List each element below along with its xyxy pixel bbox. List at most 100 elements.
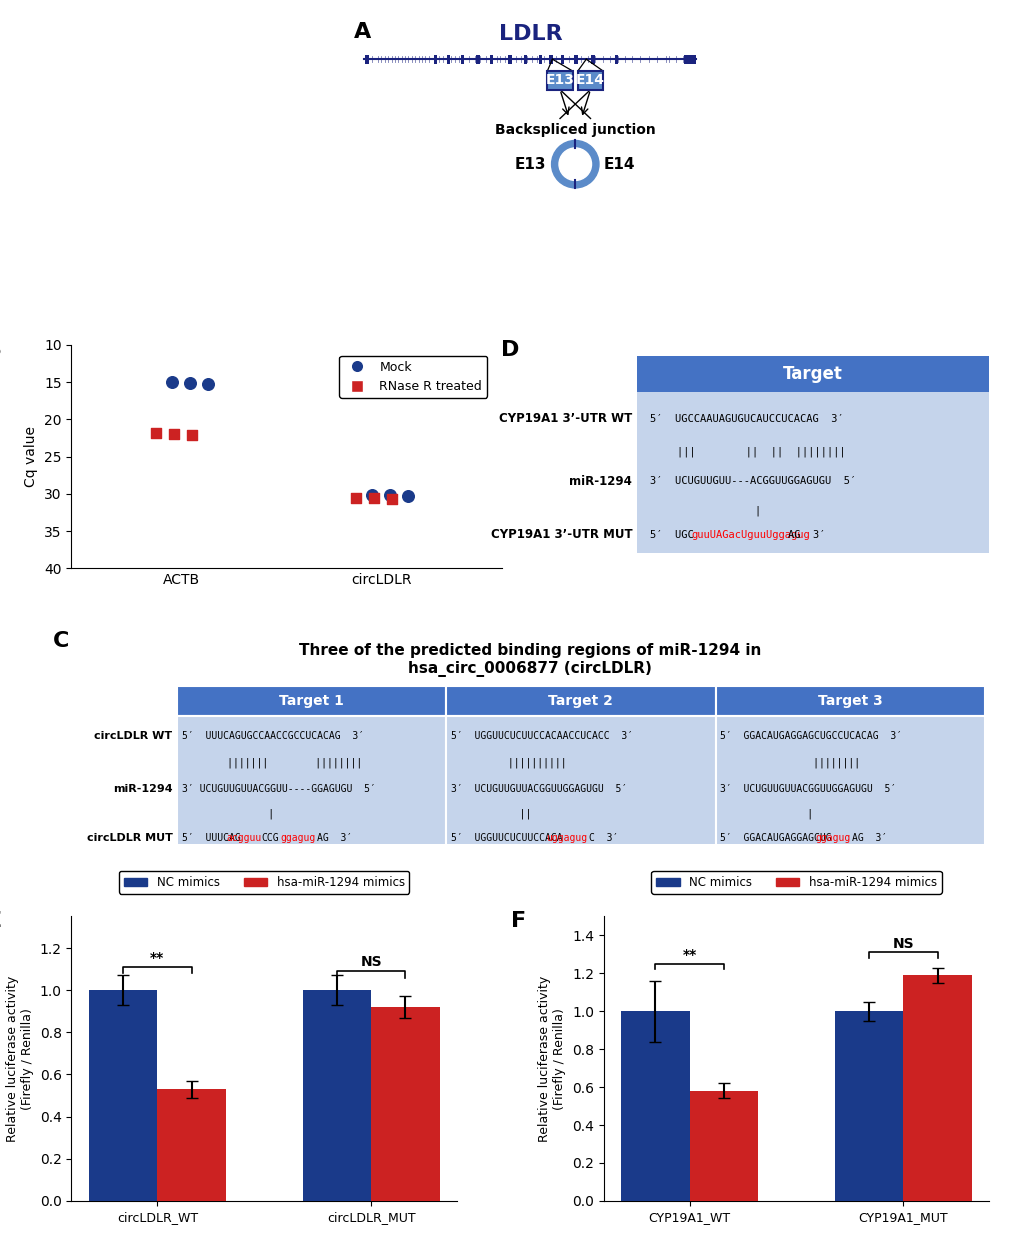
FancyBboxPatch shape	[577, 71, 602, 89]
Text: circLDLR MUT: circLDLR MUT	[87, 833, 172, 843]
Text: 5′  GGACAUGAGGAGCUGCCUCACAG  3′: 5′ GGACAUGAGGAGCUGCCUCACAG 3′	[719, 732, 902, 742]
Text: miR-1294: miR-1294	[113, 784, 172, 794]
Text: |||||||        ||||||||: ||||||| ||||||||	[186, 758, 362, 768]
Bar	[548, 54, 552, 63]
Text: C  3′: C 3′	[588, 833, 618, 843]
Text: NS: NS	[360, 954, 381, 969]
Point	[165, 425, 181, 444]
Bar	[89, 990, 157, 1201]
Text: |: |	[754, 505, 760, 515]
FancyBboxPatch shape	[715, 716, 984, 858]
Text: 5′  UGCCAAUAGUGUCAUCCUCACAG  3′: 5′ UGCCAAUAGUGUCAUCCUCACAG 3′	[650, 413, 844, 423]
Point	[183, 425, 200, 444]
Bar	[689, 1091, 757, 1201]
Point	[347, 488, 364, 508]
Text: Three of the predicted binding regions of miR-1294 in: Three of the predicted binding regions o…	[299, 643, 761, 657]
Bar	[303, 990, 371, 1201]
Bar	[835, 1011, 903, 1201]
Point	[364, 485, 380, 505]
Text: E13: E13	[515, 157, 546, 172]
Bar	[476, 54, 479, 63]
Text: D: D	[500, 340, 519, 360]
Text: CCG: CCG	[261, 833, 279, 843]
Text: **: **	[150, 951, 164, 964]
Text: 5′  UUUCAGUGCCAACCGCCUCACAG  3′: 5′ UUUCAGUGCCAACCGCCUCACAG 3′	[181, 732, 364, 742]
Text: F: F	[511, 911, 526, 931]
Text: Target 3: Target 3	[817, 693, 881, 708]
Text: LDLR: LDLR	[498, 24, 561, 43]
Text: A: A	[354, 22, 371, 42]
Point	[163, 373, 179, 392]
Text: |||        ||  ||  ||||||||: ||| || || ||||||||	[677, 447, 846, 458]
Bar	[157, 1089, 225, 1201]
FancyBboxPatch shape	[636, 392, 988, 553]
Bar	[365, 54, 368, 63]
Text: 5′  UUUCAG: 5′ UUUCAG	[181, 833, 240, 843]
Y-axis label: Cq value: Cq value	[24, 426, 39, 488]
Bar	[371, 1006, 439, 1201]
Point	[365, 489, 381, 509]
Circle shape	[551, 140, 598, 188]
Text: **: **	[682, 948, 696, 962]
Bar	[684, 54, 696, 63]
Text: 3′  UCUGUUGUUACGGUUGGAGUGU  5′: 3′ UCUGUUGUUACGGUUGGAGUGU 5′	[450, 784, 627, 794]
Bar	[903, 976, 971, 1201]
Text: Target 2: Target 2	[548, 693, 612, 708]
FancyBboxPatch shape	[636, 357, 988, 392]
FancyBboxPatch shape	[177, 716, 446, 858]
Legend: NC mimics, hsa-miR-1294 mimics: NC mimics, hsa-miR-1294 mimics	[119, 872, 409, 894]
Text: uggagug: uggagug	[546, 833, 587, 843]
Text: 5′  UGGUUCUCUUCCACAACCUCACC  3′: 5′ UGGUUCUCUUCCACAACCUCACC 3′	[450, 732, 633, 742]
Text: Target: Target	[783, 365, 842, 383]
Text: E: E	[0, 911, 2, 931]
Bar	[538, 54, 542, 63]
Bar	[433, 54, 436, 63]
Bar	[447, 54, 449, 63]
Text: 3′  UCUGUUGUUACGGUUGGAGUGU  5′: 3′ UCUGUUGUUACGGUUGGAGUGU 5′	[719, 784, 896, 794]
Text: |: |	[186, 808, 274, 818]
Text: 5′  GGACAUGAGGAGCUG: 5′ GGACAUGAGGAGCUG	[719, 833, 830, 843]
Y-axis label: Relative luciferase activity
(Firefly / Renilla): Relative luciferase activity (Firefly / …	[538, 976, 566, 1141]
Bar	[621, 1011, 689, 1201]
Text: guuUAGacUguuUggagug: guuUAGacUguuUggagug	[690, 530, 809, 540]
FancyBboxPatch shape	[715, 686, 984, 716]
Text: NS: NS	[892, 936, 913, 951]
FancyBboxPatch shape	[547, 71, 573, 89]
Bar	[461, 54, 464, 63]
Text: E14: E14	[576, 73, 604, 88]
Text: CYP19A1 3’-UTR MUT: CYP19A1 3’-UTR MUT	[490, 529, 632, 541]
Point	[399, 487, 416, 506]
Bar	[523, 54, 527, 63]
Legend: NC mimics, hsa-miR-1294 mimics: NC mimics, hsa-miR-1294 mimics	[651, 872, 941, 894]
Bar	[574, 54, 577, 63]
Text: ||: ||	[455, 808, 531, 818]
Text: CYP19A1 3’-UTR WT: CYP19A1 3’-UTR WT	[498, 412, 632, 425]
FancyBboxPatch shape	[446, 686, 715, 716]
Text: B: B	[0, 340, 2, 360]
Text: circLDLR WT: circLDLR WT	[94, 732, 172, 742]
Y-axis label: Relative luciferase activity
(Firefly / Renilla): Relative luciferase activity (Firefly / …	[6, 976, 34, 1141]
Text: E14: E14	[603, 157, 635, 172]
Circle shape	[558, 147, 591, 181]
Text: AG  3′: AG 3′	[852, 833, 887, 843]
Text: AG  3′: AG 3′	[317, 833, 353, 843]
Bar	[591, 54, 594, 63]
Legend: Mock, RNase R treated: Mock, RNase R treated	[339, 355, 487, 397]
Text: E13: E13	[545, 73, 574, 88]
FancyBboxPatch shape	[177, 686, 446, 716]
Text: ggagug: ggagug	[815, 833, 850, 843]
Text: hsa_circ_0006877 (circLDLR): hsa_circ_0006877 (circLDLR)	[408, 661, 652, 677]
Point	[381, 485, 397, 505]
Bar	[614, 54, 618, 63]
Bar	[489, 54, 492, 63]
Point	[147, 423, 163, 443]
Text: AG  3′: AG 3′	[788, 530, 825, 540]
Bar	[560, 54, 564, 63]
Text: acgguu: acgguu	[226, 833, 262, 843]
Text: |: |	[723, 808, 812, 818]
Point	[181, 373, 198, 392]
Text: C: C	[53, 630, 69, 651]
Text: ggagug: ggagug	[280, 833, 316, 843]
Text: ||||||||||: ||||||||||	[455, 758, 567, 768]
FancyBboxPatch shape	[446, 716, 715, 858]
